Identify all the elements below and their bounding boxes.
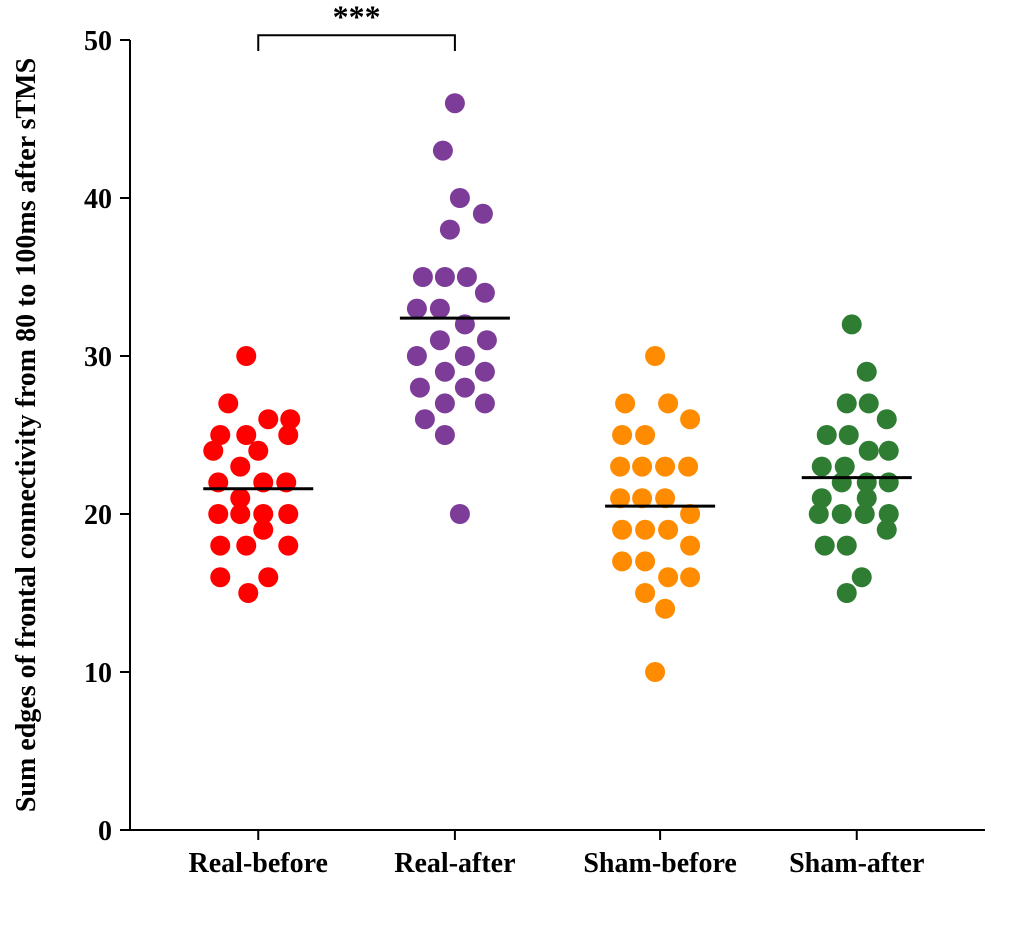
- data-point: [612, 551, 632, 571]
- data-point: [635, 583, 655, 603]
- y-tick-label: 0: [98, 816, 112, 847]
- data-point: [680, 409, 700, 429]
- data-point: [635, 425, 655, 445]
- data-point: [612, 425, 632, 445]
- data-point: [473, 204, 493, 224]
- x-tick-label: Real-before: [189, 848, 328, 879]
- data-point: [218, 393, 238, 413]
- data-point: [210, 536, 230, 556]
- y-tick-label: 30: [84, 342, 112, 373]
- y-axis-label: Sum edges of frontal connectivity from 8…: [11, 58, 42, 812]
- x-tick-label: Sham-after: [789, 848, 924, 879]
- data-point: [407, 346, 427, 366]
- data-point: [832, 472, 852, 492]
- data-point: [645, 662, 665, 682]
- data-point: [815, 536, 835, 556]
- data-point: [477, 330, 497, 350]
- data-point: [278, 536, 298, 556]
- data-point: [635, 520, 655, 540]
- data-point: [658, 567, 678, 587]
- data-point: [839, 425, 859, 445]
- data-point: [210, 567, 230, 587]
- data-point: [236, 536, 256, 556]
- data-point: [457, 267, 477, 287]
- data-point: [610, 457, 630, 477]
- data-point: [612, 520, 632, 540]
- data-point: [859, 393, 879, 413]
- data-point: [413, 267, 433, 287]
- data-point: [857, 362, 877, 382]
- strip-scatter-chart: 0 10 20 30 40 50 Real-before Real-after Sham-bef…: [0, 0, 1020, 930]
- data-point: [430, 330, 450, 350]
- data-point: [435, 362, 455, 382]
- data-point: [680, 536, 700, 556]
- data-point: [208, 504, 228, 524]
- y-tick-label: 40: [84, 184, 112, 215]
- data-point: [842, 314, 862, 334]
- data-point: [440, 220, 460, 240]
- data-point: [445, 93, 465, 113]
- data-point: [837, 536, 857, 556]
- data-point: [877, 409, 897, 429]
- data-point: [258, 567, 278, 587]
- data-point: [278, 504, 298, 524]
- data-point: [407, 299, 427, 319]
- data-point: [852, 567, 872, 587]
- x-tick-label: Real-after: [394, 848, 515, 879]
- data-point: [877, 520, 897, 540]
- data-point: [450, 504, 470, 524]
- data-point: [475, 283, 495, 303]
- data-point: [809, 504, 829, 524]
- data-point: [230, 457, 250, 477]
- data-point: [238, 583, 258, 603]
- data-point: [859, 441, 879, 461]
- significance-label: ***: [333, 0, 381, 34]
- x-tick-label: Sham-before: [583, 848, 736, 879]
- data-point: [855, 504, 875, 524]
- data-point: [832, 504, 852, 524]
- data-point: [812, 457, 832, 477]
- data-point: [435, 425, 455, 445]
- significance-bracket: [258, 35, 455, 51]
- data-point: [455, 346, 475, 366]
- data-point: [658, 520, 678, 540]
- data-point: [655, 599, 675, 619]
- data-point: [837, 393, 857, 413]
- y-tick-label: 10: [84, 658, 112, 689]
- data-point: [203, 441, 223, 461]
- data-point: [879, 472, 899, 492]
- data-point: [879, 441, 899, 461]
- data-point: [658, 393, 678, 413]
- data-point: [236, 346, 256, 366]
- data-point: [615, 393, 635, 413]
- data-point: [450, 188, 470, 208]
- data-point: [635, 551, 655, 571]
- data-point: [475, 362, 495, 382]
- data-point: [253, 520, 273, 540]
- data-point: [415, 409, 435, 429]
- data-point: [455, 378, 475, 398]
- data-point: [410, 378, 430, 398]
- data-point: [433, 141, 453, 161]
- data-point: [278, 425, 298, 445]
- data-point: [645, 346, 665, 366]
- data-point: [258, 409, 278, 429]
- data-point: [678, 457, 698, 477]
- y-tick-label: 20: [84, 500, 112, 531]
- data-point: [230, 504, 250, 524]
- data-point: [655, 457, 675, 477]
- data-point: [632, 457, 652, 477]
- y-tick-label: 50: [84, 26, 112, 57]
- data-point: [817, 425, 837, 445]
- data-point: [435, 267, 455, 287]
- data-point: [236, 425, 256, 445]
- data-point: [680, 567, 700, 587]
- data-point: [475, 393, 495, 413]
- data-point: [435, 393, 455, 413]
- data-point: [837, 583, 857, 603]
- data-point: [248, 441, 268, 461]
- data-point: [430, 299, 450, 319]
